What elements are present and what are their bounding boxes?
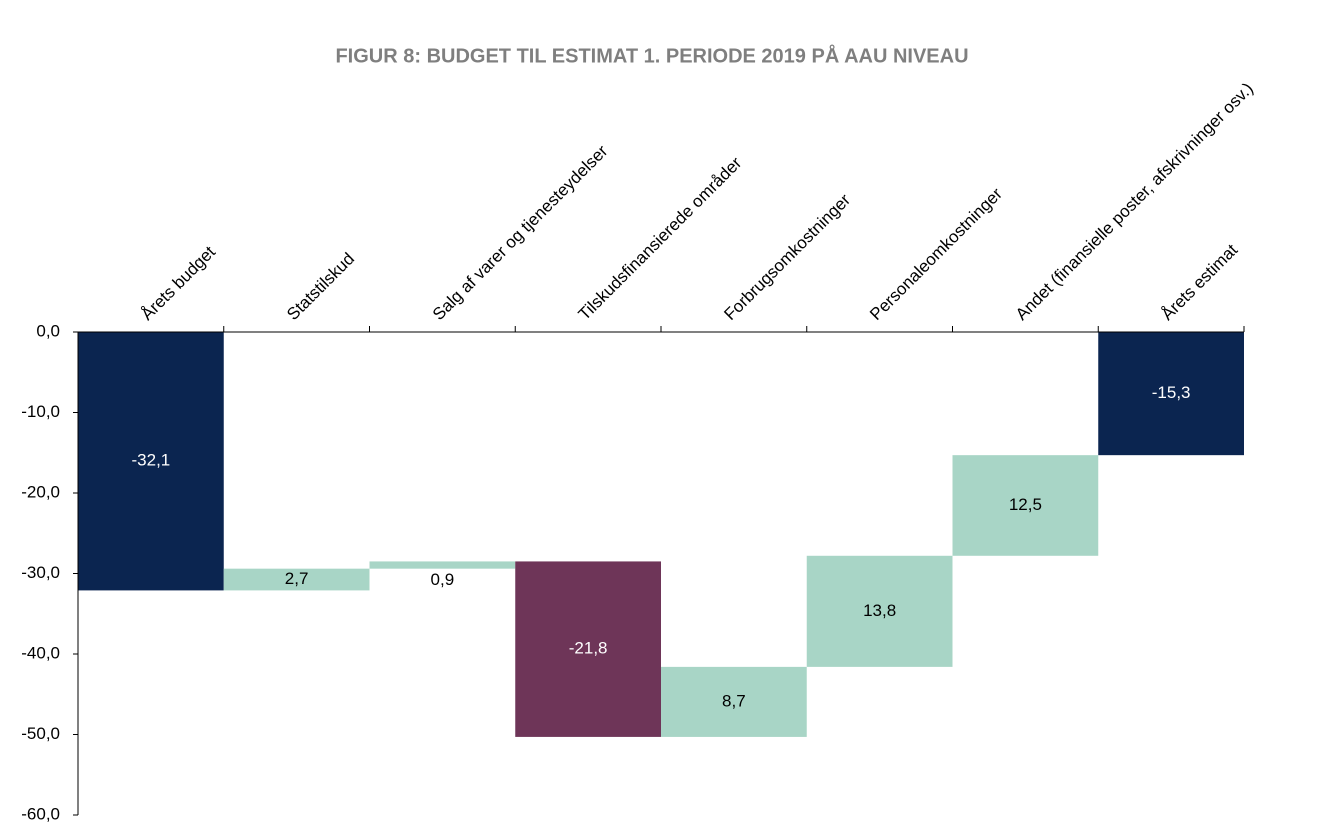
y-tick-label: -10,0	[21, 402, 60, 421]
y-tick-label: -30,0	[21, 563, 60, 582]
chart-title: FIGUR 8: BUDGET TIL ESTIMAT 1. PERIODE 2…	[335, 43, 968, 67]
bar	[806, 555, 953, 667]
bar	[223, 568, 370, 591]
bar	[369, 561, 516, 569]
y-tick-label: -60,0	[21, 804, 60, 823]
x-tick-label: Salg af varer og tjenesteydelser	[429, 141, 612, 324]
x-tick-label: Personaleomkostninger	[866, 184, 1006, 324]
bar	[78, 332, 224, 591]
x-tick-label: Andet (finansielle poster, afskrivninger…	[1012, 79, 1257, 324]
x-tick-label: Forbrugsomkostninger	[720, 190, 854, 324]
data-label: 8,7	[722, 691, 746, 710]
data-label: -32,1	[132, 451, 171, 470]
x-tick-label: Tilskudsfinansierede områder	[575, 153, 746, 324]
data-label: 0,9	[431, 570, 455, 589]
x-tick-label: Årets budget	[137, 242, 219, 324]
data-label: -21,8	[569, 639, 608, 658]
data-label: 13,8	[863, 601, 896, 620]
x-tick-label: Årets estimat	[1158, 240, 1242, 324]
bar	[1098, 332, 1244, 456]
bar	[952, 455, 1099, 556]
data-label: -15,3	[1152, 383, 1191, 402]
bar	[515, 561, 661, 737]
data-label: 12,5	[1009, 495, 1042, 514]
x-tick-label: Statstilskud	[283, 249, 358, 324]
y-tick-label: 0,0	[36, 321, 60, 340]
data-label: 2,7	[285, 569, 309, 588]
bar	[661, 666, 807, 737]
y-tick-label: -40,0	[21, 643, 60, 662]
y-tick-label: -20,0	[21, 482, 60, 501]
y-tick-label: -50,0	[21, 724, 60, 743]
